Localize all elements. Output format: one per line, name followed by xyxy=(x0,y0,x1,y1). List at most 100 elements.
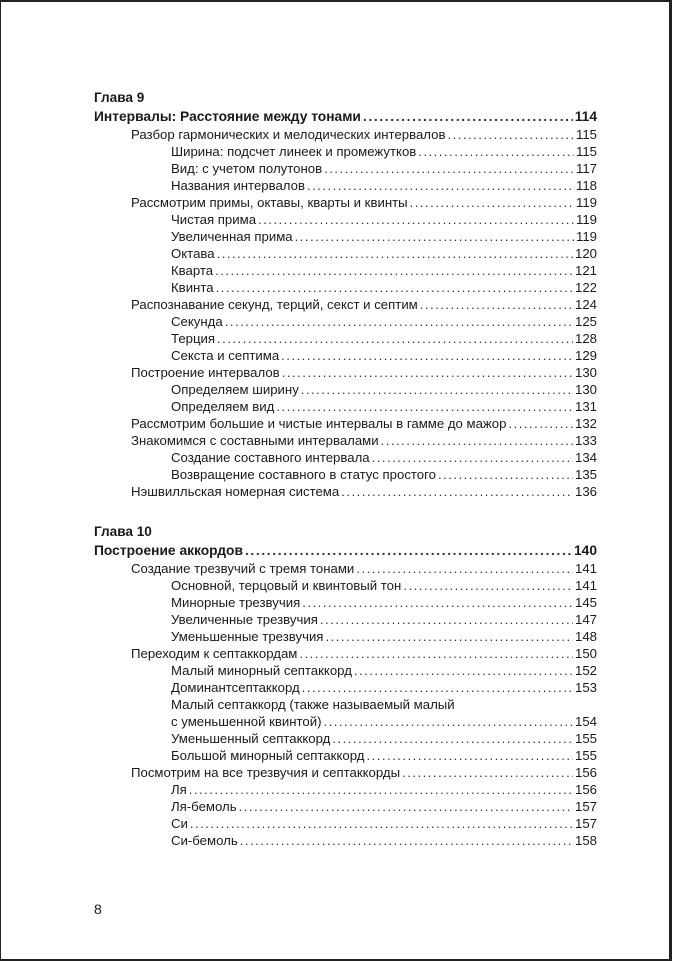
entry-page-number: 153 xyxy=(574,680,597,695)
toc-entry[interactable]: Малый септаккорд (также называемый малый xyxy=(94,696,597,713)
toc-entry[interactable]: Возвращение составного в статус простого… xyxy=(94,466,597,483)
entry-page-number: 119 xyxy=(575,229,597,244)
entry-page-number: 117 xyxy=(575,161,597,176)
toc-entry[interactable]: Си-бемоль 158 xyxy=(94,832,597,849)
entry-page-number: 121 xyxy=(574,263,597,278)
entry-title: Секунда xyxy=(171,314,223,329)
toc-entry[interactable]: Ля-бемоль 157 xyxy=(94,798,597,815)
entry-page-number: 125 xyxy=(574,314,597,329)
chapter-label: Глава 10 xyxy=(94,524,152,539)
entry-title: Разбор гармонических и мелодических инте… xyxy=(131,127,446,142)
toc-entry[interactable]: Чистая прима 119 xyxy=(94,211,597,228)
dot-leader xyxy=(418,143,574,160)
entry-page-number: 147 xyxy=(574,612,597,627)
toc-entry[interactable]: Построение интервалов 130 xyxy=(94,364,597,381)
dot-leader xyxy=(281,347,573,364)
entry-page-number: 119 xyxy=(575,195,597,210)
toc-entry[interactable]: Увеличенные трезвучия 147 xyxy=(94,611,597,628)
entry-page-number: 148 xyxy=(574,629,597,644)
toc-entry[interactable]: Секста и септима 129 xyxy=(94,347,597,364)
toc-entry[interactable]: Знакомимся с составными интервалами 133 xyxy=(94,432,597,449)
toc-entry[interactable]: Распознавание секунд, терций, секст и се… xyxy=(94,296,597,313)
entry-page-number: 157 xyxy=(574,799,597,814)
toc-entry[interactable]: Вид: с учетом полутонов 117 xyxy=(94,160,597,177)
dot-leader xyxy=(217,245,573,262)
dot-leader xyxy=(258,211,574,228)
entry-title: Уменьшенный септаккорд xyxy=(171,731,331,746)
toc-entry-continuation[interactable]: с уменьшенной квинтой) 154 xyxy=(94,713,597,730)
toc-entry[interactable]: Си 157 xyxy=(94,815,597,832)
dot-leader xyxy=(381,432,573,449)
entry-page-number: 119 xyxy=(575,212,597,227)
toc-entry[interactable]: Малый минорный септаккорд 152 xyxy=(94,662,597,679)
toc-entry[interactable]: Октава 120 xyxy=(94,245,597,262)
entry-page-number: 120 xyxy=(574,246,597,261)
dot-leader xyxy=(403,577,573,594)
dot-leader xyxy=(363,107,573,126)
entry-title: Рассмотрим примы, октавы, кварты и квинт… xyxy=(131,195,408,210)
entry-title: Создание составного интервала xyxy=(171,450,370,465)
dot-leader xyxy=(299,645,573,662)
toc-entry[interactable]: Посмотрим на все трезвучия и септаккорды… xyxy=(94,764,597,781)
chapter-title-entry[interactable]: Построение аккордов 140 xyxy=(94,541,597,560)
dot-leader xyxy=(215,262,573,279)
toc-entry[interactable]: Большой минорный септаккорд 155 xyxy=(94,747,597,764)
dot-leader xyxy=(320,611,573,628)
entry-title: Ширина: подсчет линеек и промежутков xyxy=(171,144,417,159)
toc-entry[interactable]: Терция 128 xyxy=(94,330,597,347)
toc-entry[interactable]: Доминантсептаккорд 153 xyxy=(94,679,597,696)
dot-leader xyxy=(216,279,573,296)
entry-title: Ля xyxy=(171,782,187,797)
toc-entry[interactable]: Рассмотрим примы, октавы, кварты и квинт… xyxy=(94,194,597,211)
entry-title: Терция xyxy=(171,331,216,346)
toc-entry[interactable]: Определяем вид 131 xyxy=(94,398,597,415)
toc-entry[interactable]: Определяем ширину 130 xyxy=(94,381,597,398)
toc-entry[interactable]: Минорные трезвучия 145 xyxy=(94,594,597,611)
toc-entry[interactable]: Уменьшенный септаккорд 155 xyxy=(94,730,597,747)
entry-page-number: 118 xyxy=(575,178,597,193)
toc-entry[interactable]: Основной, терцовый и квинтовый тон 141 xyxy=(94,577,597,594)
entry-page-number: 132 xyxy=(574,416,597,431)
dot-leader xyxy=(302,679,573,696)
entry-page-number: 128 xyxy=(574,331,597,346)
dot-leader xyxy=(295,228,574,245)
dot-leader xyxy=(302,594,573,611)
dot-leader xyxy=(307,177,574,194)
toc-entry[interactable]: Ширина: подсчет линеек и промежутков 115 xyxy=(94,143,597,160)
toc-entry[interactable]: Квинта 122 xyxy=(94,279,597,296)
chapter-title-entry[interactable]: Интервалы: Расстояние между тонами 114 xyxy=(94,107,597,126)
dot-leader xyxy=(447,126,573,143)
entry-page-number: 158 xyxy=(574,833,597,848)
dot-leader xyxy=(508,415,573,432)
entry-title: Возвращение составного в статус простого xyxy=(171,467,436,482)
entry-title: Рассмотрим большие и чистые интервалы в … xyxy=(131,416,507,431)
entry-title: Малый септаккорд (также называемый малый xyxy=(171,697,455,712)
entry-title: Си xyxy=(171,816,188,831)
toc-entry[interactable]: Нэшвилльская номерная система 136 xyxy=(94,483,597,500)
toc-entry[interactable]: Кварта 121 xyxy=(94,262,597,279)
dot-leader xyxy=(324,160,574,177)
toc-entry[interactable]: Создание составного интервала 134 xyxy=(94,449,597,466)
toc-entry[interactable]: Увеличенная прима 119 xyxy=(94,228,597,245)
toc-entry[interactable]: Названия интервалов 118 xyxy=(94,177,597,194)
dot-leader xyxy=(276,398,573,415)
entry-title: Основной, терцовый и квинтовый тон xyxy=(171,578,402,593)
dot-leader xyxy=(240,832,573,849)
dot-leader xyxy=(189,781,573,798)
chapter-10-section: Глава 10 Построение аккордов 140 Создание т… xyxy=(94,523,597,849)
entry-page-number: 156 xyxy=(574,765,597,780)
toc-entry[interactable]: Секунда 125 xyxy=(94,313,597,330)
toc-entry[interactable]: Разбор гармонических и мелодических инте… xyxy=(94,126,597,143)
entry-title: Создание трезвучий с тремя тонами xyxy=(131,561,355,576)
entry-title: Доминантсептаккорд xyxy=(171,680,300,695)
toc-entry[interactable]: Ля 156 xyxy=(94,781,597,798)
entry-title: Нэшвилльская номерная система xyxy=(131,484,340,499)
toc-entry[interactable]: Уменьшенные трезвучия 148 xyxy=(94,628,597,645)
entry-title: Вид: с учетом полутонов xyxy=(171,161,323,176)
toc-entry[interactable]: Создание трезвучий с тремя тонами 141 xyxy=(94,560,597,577)
toc-entry[interactable]: Переходим к септаккордам 150 xyxy=(94,645,597,662)
entry-page-number: 130 xyxy=(574,382,597,397)
entry-page-number: 155 xyxy=(574,731,597,746)
toc-entry[interactable]: Рассмотрим большие и чистые интервалы в … xyxy=(94,415,597,432)
